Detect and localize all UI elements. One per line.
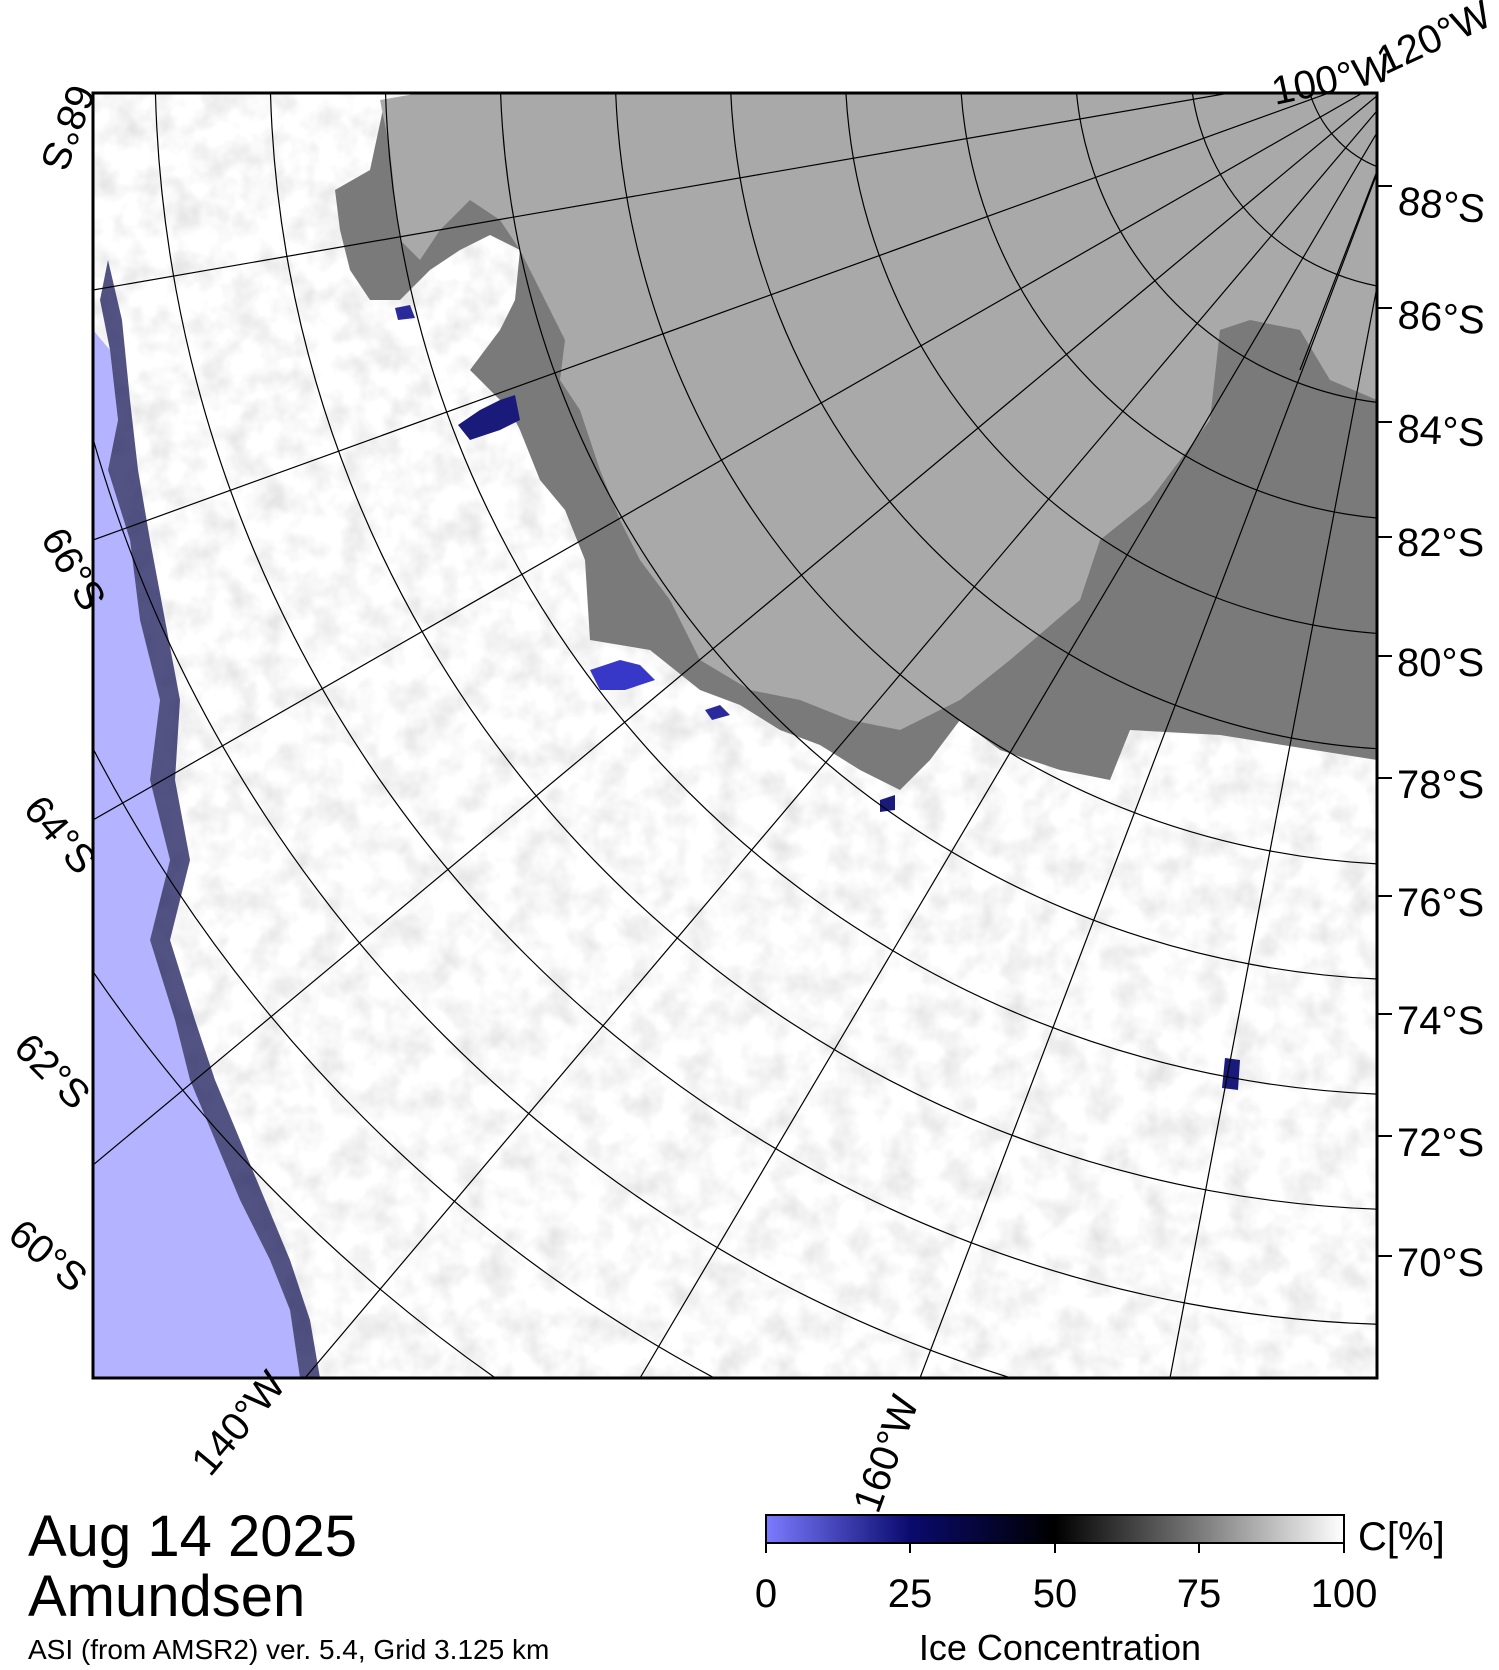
lat-label-78: 78°S [1397,763,1484,807]
lon-label-160: 160°W [845,1390,928,1519]
lat-label-70: 70°S [1397,1241,1484,1285]
polynya-patch [458,395,520,440]
polynya-patch [590,660,655,690]
colorbar-tick-50: 50 [1033,1572,1078,1616]
lon-label-140: 140°W [183,1363,294,1484]
colorbar-tick-75: 75 [1177,1572,1222,1616]
colorbar-title: Ice Concentration [919,1627,1201,1668]
colorbar-tick-25: 25 [888,1572,933,1616]
land-ice [380,93,1377,730]
polynya-patch [705,705,730,720]
lat-label-64: 64°S [15,788,105,883]
lat-label-62: 62°S [6,1025,99,1118]
colorbar-tick-100: 100 [1311,1572,1378,1616]
map-frame [91,91,1379,1380]
open-ocean [93,330,300,1378]
lat-label-86: 86°S [1396,293,1486,343]
lat-label-84: 84°S [1397,407,1486,456]
lon-label-120: 120°W [1370,0,1498,83]
polynya-patch [395,305,415,320]
colorbar-tick-0: 0 [755,1572,777,1616]
polynya-patch [1222,1058,1240,1090]
lat-label-80: 80°S [1397,641,1484,685]
lat-labels-right: 88°S 86°S 84°S 82°S 80°S 78°S 76°S 74°S … [1396,179,1487,1285]
colorbar-ticks [765,1543,1345,1553]
colorbar [765,1514,1345,1544]
source-note: ASI (from AMSR2) ver. 5.4, Grid 3.125 km [28,1634,550,1665]
region-label: Amundsen [28,1564,306,1629]
lat-ticks [1377,185,1392,1257]
date-label: Aug 14 2025 [28,1504,357,1569]
colorbar-unit: C[%] [1358,1515,1445,1559]
lat-label-74: 74°S [1397,999,1484,1043]
lat-label-82: 82°S [1397,521,1484,565]
lat-label-60: 60°S [0,1211,95,1301]
lat-label-88: 88°S [1396,179,1487,232]
lat-label-76: 76°S [1397,881,1484,925]
ice-edge [100,260,320,1378]
lat-label-72: 72°S [1397,1121,1484,1165]
